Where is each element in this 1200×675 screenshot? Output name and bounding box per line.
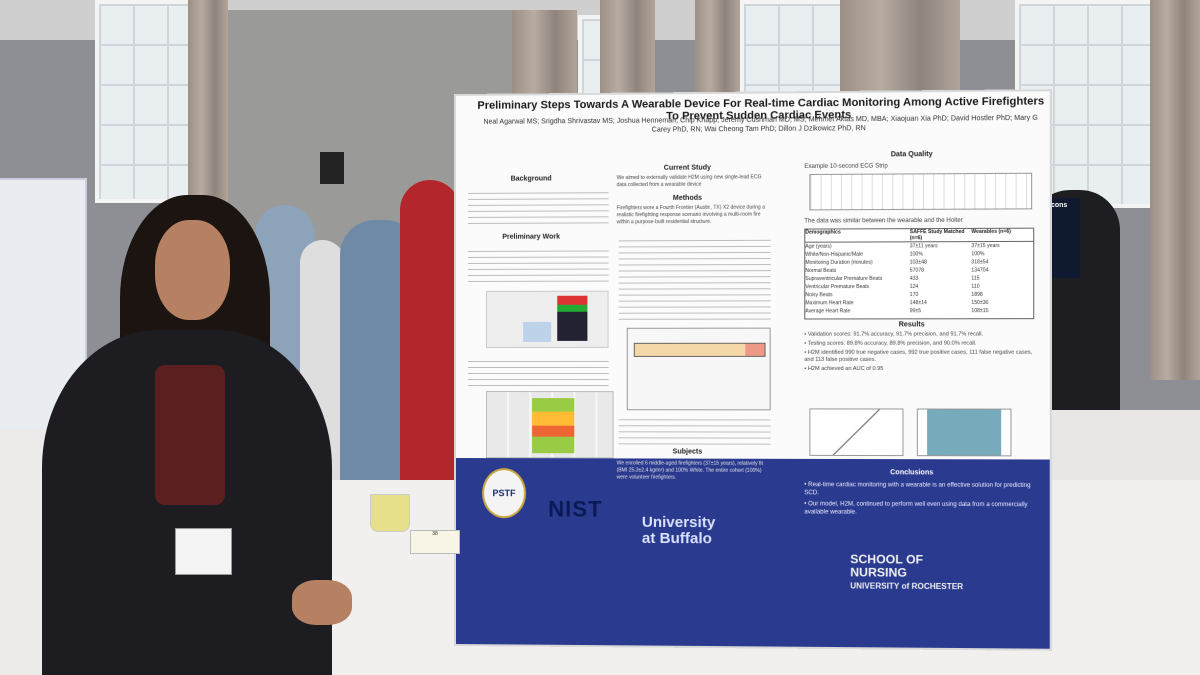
table-cell: 115 xyxy=(971,274,1033,282)
figure-heatmap xyxy=(557,296,587,341)
table-cell: Maximum Heart Rate xyxy=(805,299,909,307)
section-results: Results xyxy=(789,321,1035,328)
table-cell: 37±11 years xyxy=(910,242,972,250)
table-cell: 124 xyxy=(910,283,972,291)
presenter-top xyxy=(155,365,225,505)
th-demographics: Demographics xyxy=(805,229,909,242)
pstf-text: PSTF xyxy=(493,488,516,498)
result-item: • H2M identified 990 true negative cases… xyxy=(804,350,1035,364)
window-left xyxy=(95,0,198,203)
table-cell: 433 xyxy=(910,275,972,283)
methods-body-text xyxy=(619,235,771,321)
section-data-quality: Data Quality xyxy=(789,150,1035,159)
nist-logo: NIST xyxy=(548,496,602,522)
section-preliminary-work: Preliminary Work xyxy=(466,233,596,241)
background-person-red-jacket xyxy=(400,180,460,490)
subjects-text: We enrolled 6 middle-aged firefighters (… xyxy=(617,460,769,482)
ecg-caption: Example 10-second ECG Strip xyxy=(804,163,1030,171)
table-cell: 148±14 xyxy=(910,299,972,307)
presenter-hand xyxy=(292,580,352,625)
table-cell: Normal Beats xyxy=(805,267,909,275)
table-cell: 110 xyxy=(971,283,1033,291)
section-background: Background xyxy=(466,175,596,183)
ub-logo: University at Buffalo xyxy=(642,515,715,548)
rochester-nursing-logo: SCHOOL OF NURSING UNIVERSITY of ROCHESTE… xyxy=(850,553,963,593)
preliminary-text xyxy=(468,245,609,286)
table-caption: The data was similar between the wearabl… xyxy=(804,217,1040,225)
column2-text xyxy=(619,414,771,444)
research-poster: Preliminary Steps Towards A Wearable Dev… xyxy=(456,91,1050,648)
performance-table xyxy=(486,391,614,458)
section-conclusions: Conclusions xyxy=(789,469,1035,477)
section-current-study: Current Study xyxy=(617,164,759,172)
column1-text xyxy=(468,356,609,386)
background-text xyxy=(468,187,609,228)
result-item: • Validation scores: 91.7% accuracy, 91.… xyxy=(804,331,1035,338)
result-item: • H2M achieved an AUC of 0.95 xyxy=(804,366,1035,373)
roc-curve-plot xyxy=(809,408,903,456)
son-line3: UNIVERSITY of ROCHESTER xyxy=(850,579,963,593)
pstf-logo: PSTF xyxy=(482,468,526,518)
table-cell: Ventricular Premature Beats xyxy=(805,283,909,291)
th-wearables: Wearables (n=6) xyxy=(971,229,1033,241)
conclusion-list: • Real-time cardiac monitoring with a we… xyxy=(804,481,1035,520)
section-subjects: Subjects xyxy=(617,448,759,455)
table-cell: 37±15 years xyxy=(971,242,1033,250)
ecg-strip xyxy=(809,173,1032,211)
figure-box xyxy=(523,322,551,342)
table-header: Demographics SAFFE Study Matched (n=6) W… xyxy=(805,229,1033,243)
son-line2: NURSING xyxy=(850,566,963,580)
table-cell: 99±5 xyxy=(910,307,972,315)
ub-line1: University xyxy=(642,515,715,531)
th-saffe: SAFFE Study Matched (n=6) xyxy=(910,229,972,241)
figure-bar-chart xyxy=(486,291,609,348)
drink-cup xyxy=(370,494,410,532)
performance-heatmap xyxy=(532,398,574,453)
diagram-bar xyxy=(634,343,766,357)
conclusion-item: • Our model, H2M, continued to perform w… xyxy=(804,500,1035,517)
table-cell: 170 xyxy=(910,291,972,299)
table-body: Age (years) 37±11 years 37±15 years White/N… xyxy=(805,242,1033,316)
table-cell: Supraventricular Premature Beats xyxy=(805,275,909,283)
name-badge xyxy=(175,528,232,575)
table-cell: 108±15 xyxy=(971,307,1033,315)
table-cell: 100% xyxy=(971,250,1033,258)
table-cell: 57078 xyxy=(910,266,972,274)
table-cell: 318±54 xyxy=(971,258,1033,266)
section-methods: Methods xyxy=(617,194,759,202)
conclusion-item: • Real-time cardiac monitoring with a we… xyxy=(804,481,1035,498)
table-cell: Noisy Beats xyxy=(805,291,909,299)
distribution-plot xyxy=(917,409,1012,457)
result-item: • Testing scores: 89.8% accuracy, 89.8% … xyxy=(804,341,1035,348)
demographics-table: Demographics SAFFE Study Matched (n=6) W… xyxy=(804,228,1034,320)
curtain-center-right xyxy=(695,0,740,100)
wall-speaker xyxy=(320,152,344,184)
methods-text: Firefighters wore a Fourth Frontier (Aus… xyxy=(617,205,769,227)
cross-validation-diagram xyxy=(627,328,771,411)
table-cell: 103±48 xyxy=(910,258,972,266)
poster-number: 38 xyxy=(432,531,438,537)
table-cell: 100% xyxy=(910,250,972,258)
table-cell: Monitoring Duration (minutes) xyxy=(805,259,909,267)
table-cell: 134704 xyxy=(971,266,1033,274)
poster-authors: Neal Agarwal MS; Srigdha Shrivastav MS; … xyxy=(476,114,1046,136)
results-list: • Validation scores: 91.7% accuracy, 91.… xyxy=(804,331,1035,375)
current-study-text: We aimed to externally validate H2M usin… xyxy=(617,174,769,189)
poster-number-card: 38 xyxy=(410,530,460,554)
ub-line2: at Buffalo xyxy=(642,531,715,547)
table-cell: Average Heart Rate xyxy=(805,307,909,315)
curtain-far-right xyxy=(1150,0,1200,380)
presenter-face xyxy=(155,220,230,320)
table-cell: 150±36 xyxy=(971,299,1033,307)
table-cell: 1898 xyxy=(971,291,1033,299)
table-row: Average Heart Rate 99±5 108±15 xyxy=(805,307,1033,315)
